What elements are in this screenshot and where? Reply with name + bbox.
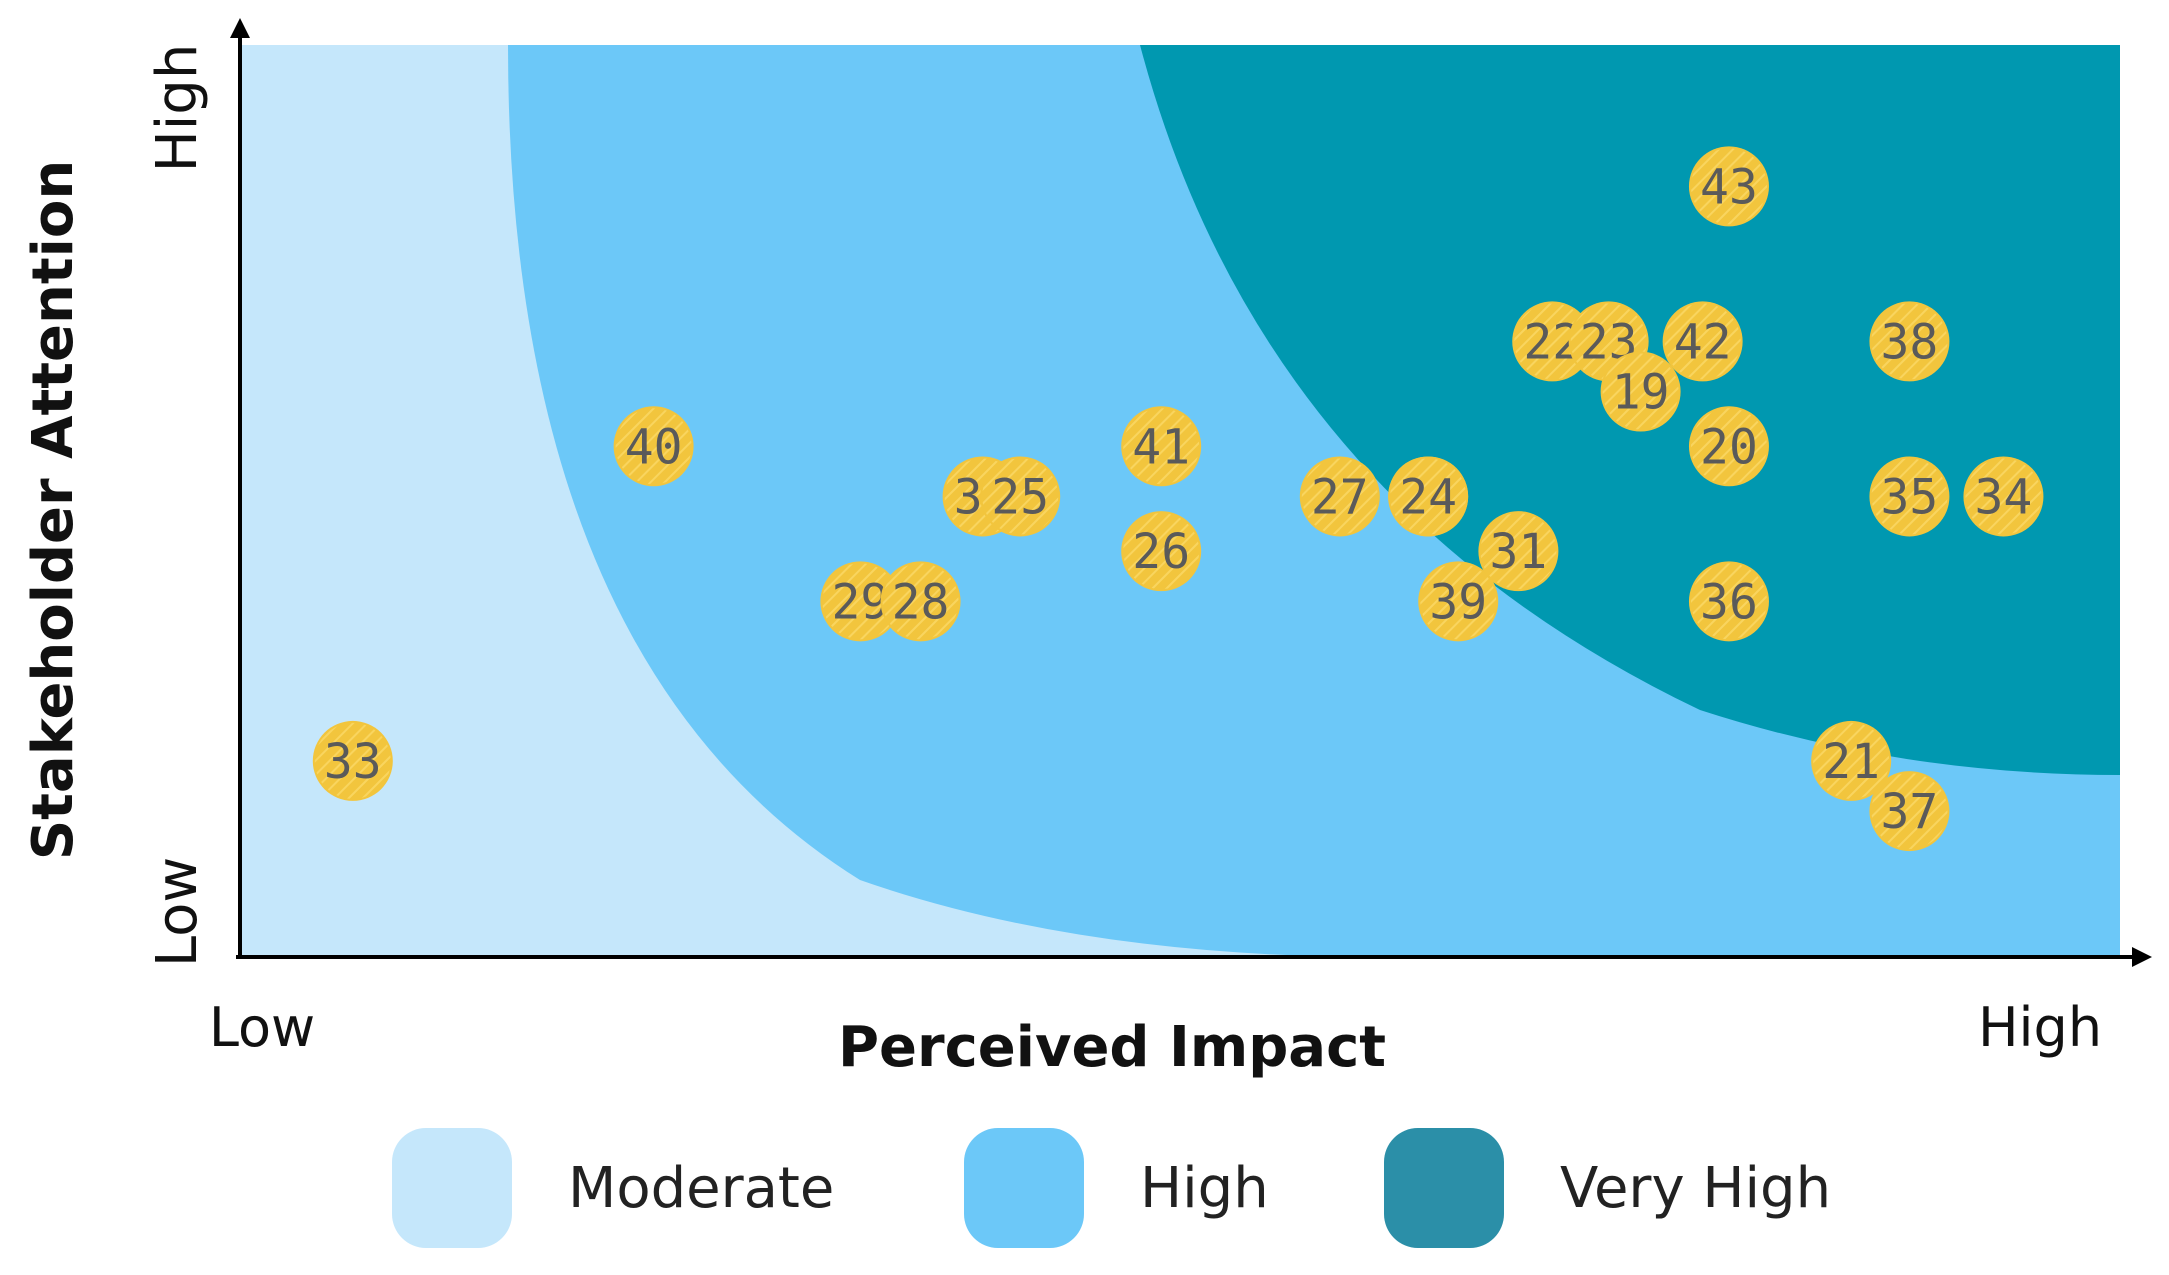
y-axis xyxy=(230,18,250,957)
point-label: 27 xyxy=(1311,469,1369,525)
point-label: 26 xyxy=(1132,524,1190,580)
point-texture xyxy=(314,722,391,799)
point-25: 25 xyxy=(980,456,1061,537)
point-texture xyxy=(1690,148,1767,225)
point-39: 39 xyxy=(1418,561,1499,642)
point-26: 26 xyxy=(1121,511,1202,592)
point-label: 28 xyxy=(892,574,950,630)
point-28: 28 xyxy=(880,561,961,642)
point-texture xyxy=(1514,303,1591,380)
point-24: 24 xyxy=(1388,456,1469,537)
point-texture xyxy=(1871,303,1948,380)
point-label: 21 xyxy=(1822,734,1880,790)
point-label: 40 xyxy=(625,419,683,475)
point-label: 38 xyxy=(1881,314,1939,370)
point-label: 41 xyxy=(1132,419,1190,475)
point-label: 36 xyxy=(1700,574,1758,630)
legend-label-moderate: Moderate xyxy=(568,1155,835,1221)
legend-swatch-moderate xyxy=(392,1128,512,1248)
point-texture xyxy=(1690,563,1767,640)
chart: High Low Low High Perceived Impact Stake… xyxy=(21,18,2152,1080)
legend-item-high: High xyxy=(964,1128,1269,1248)
point-texture xyxy=(1813,722,1890,799)
point-texture xyxy=(1123,408,1200,485)
point-21: 21 xyxy=(1811,720,1892,801)
y-tick-high: High xyxy=(145,44,210,173)
y-tick-low: Low xyxy=(145,857,210,967)
legend: Moderate High Very High xyxy=(0,1128,2169,1258)
point-label: 24 xyxy=(1399,469,1457,525)
point-texture xyxy=(1690,408,1767,485)
point-texture xyxy=(1420,563,1497,640)
point-texture xyxy=(882,563,959,640)
x-tick-low: Low xyxy=(209,996,315,1059)
point-texture xyxy=(822,563,899,640)
point-label: 35 xyxy=(1881,469,1939,525)
point-37: 37 xyxy=(1869,771,1950,852)
point-label: 25 xyxy=(991,469,1049,525)
point-label: 19 xyxy=(1612,365,1670,421)
legend-item-very-high: Very High xyxy=(1384,1128,1831,1248)
point-33: 33 xyxy=(312,720,393,801)
point-34: 34 xyxy=(1963,456,2044,537)
point-43: 43 xyxy=(1688,146,1769,227)
point-label: 33 xyxy=(324,734,382,790)
point-label: 43 xyxy=(1700,159,1758,215)
point-label: 37 xyxy=(1881,784,1939,840)
legend-item-moderate: Moderate xyxy=(392,1128,834,1248)
point-label: 20 xyxy=(1700,419,1758,475)
point-label: 39 xyxy=(1429,574,1487,630)
point-texture xyxy=(615,408,692,485)
point-texture xyxy=(1390,458,1467,535)
x-axis xyxy=(236,947,2152,967)
point-36: 36 xyxy=(1688,561,1769,642)
point-29: 29 xyxy=(820,561,901,642)
point-19: 19 xyxy=(1600,351,1681,432)
legend-label-high: High xyxy=(1140,1155,1269,1221)
legend-swatch-high xyxy=(964,1128,1084,1248)
point-texture xyxy=(1480,513,1557,590)
x-tick-high: High xyxy=(1978,996,2102,1059)
point-texture xyxy=(1664,303,1741,380)
point-texture xyxy=(982,458,1059,535)
points-layer: 3340292830254126273224393122231942432036… xyxy=(312,146,2044,852)
point-41: 41 xyxy=(1121,406,1202,487)
point-20: 20 xyxy=(1688,406,1769,487)
legend-swatch-very-high xyxy=(1384,1128,1504,1248)
point-label: 31 xyxy=(1490,524,1548,580)
point-label: 29 xyxy=(832,574,890,630)
point-texture xyxy=(1602,353,1679,430)
legend-label-very-high: Very High xyxy=(1560,1155,1832,1221)
point-40: 40 xyxy=(613,406,694,487)
point-texture xyxy=(1871,773,1948,850)
point-38: 38 xyxy=(1869,301,1950,382)
point-texture xyxy=(1301,458,1378,535)
point-texture xyxy=(1123,513,1200,590)
point-35: 35 xyxy=(1869,456,1950,537)
point-texture xyxy=(1965,458,2042,535)
point-label: 34 xyxy=(1975,469,2033,525)
x-axis-title: Perceived Impact xyxy=(838,1015,1386,1080)
point-31: 31 xyxy=(1478,511,1559,592)
y-axis-title: Stakeholder Attention xyxy=(21,160,86,860)
point-texture xyxy=(1871,458,1948,535)
point-27: 27 xyxy=(1299,456,1380,537)
point-label: 42 xyxy=(1674,314,1732,370)
point-42: 42 xyxy=(1662,301,1743,382)
